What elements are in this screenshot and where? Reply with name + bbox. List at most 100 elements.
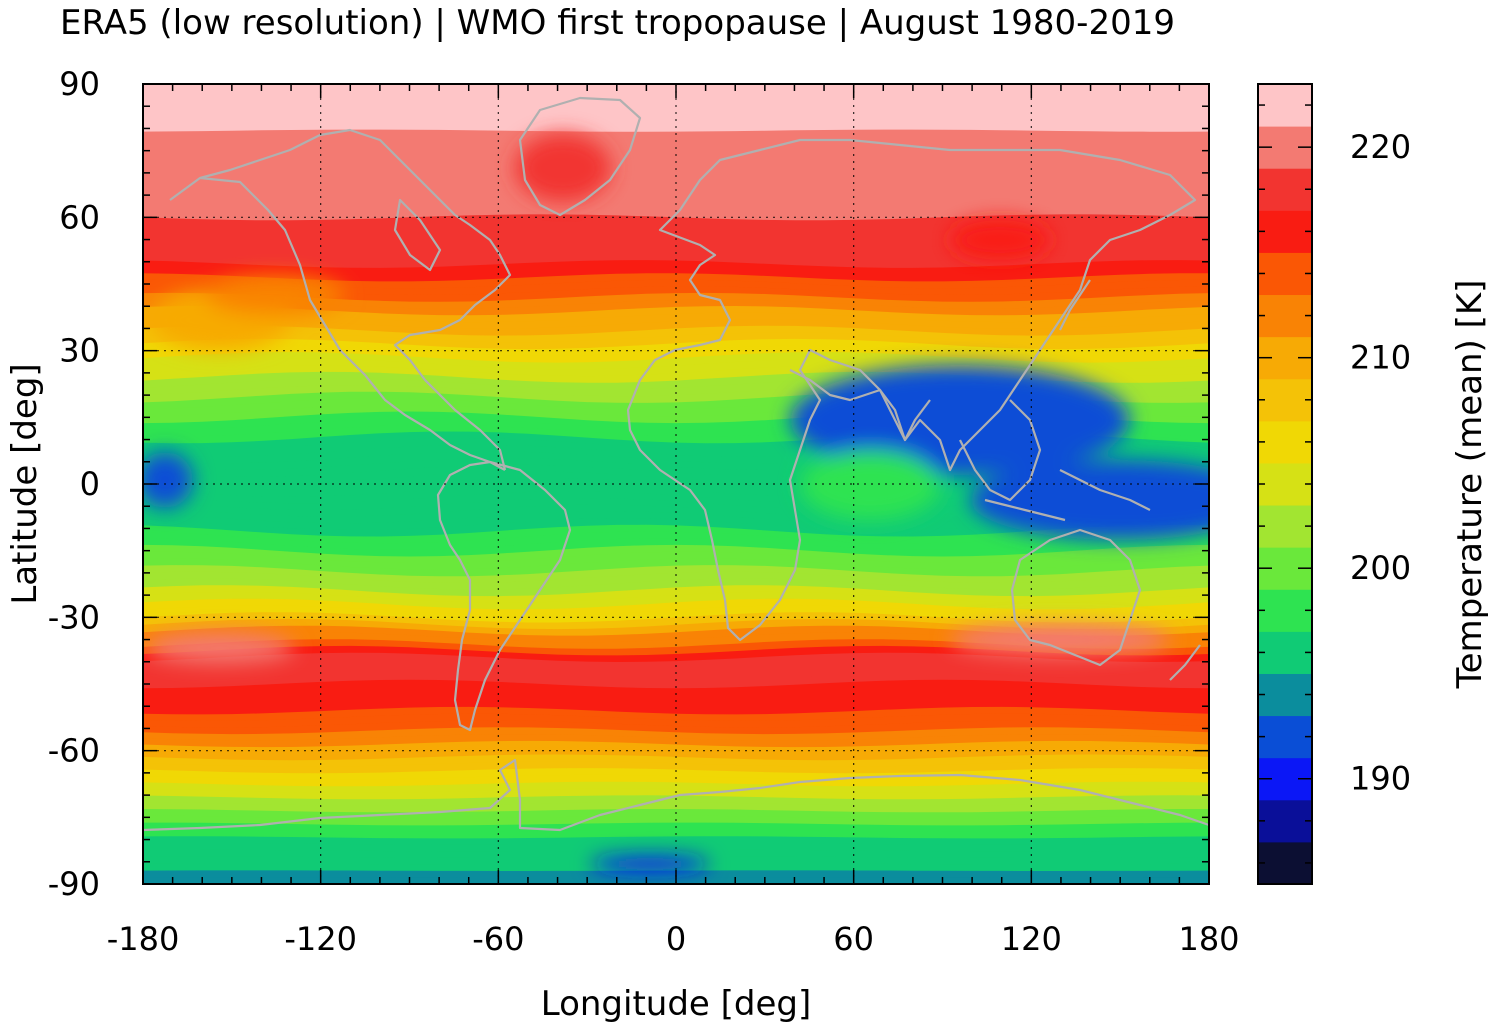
south-america-coastline — [436, 460, 572, 732]
colorbar-swatch — [1258, 462, 1312, 506]
map-frame — [142, 83, 1210, 885]
temperature-band — [143, 518, 1209, 538]
temperature-band — [143, 531, 1209, 552]
temperature-band — [143, 809, 1209, 821]
x-tick-label: 60 — [833, 920, 874, 958]
temperature-band — [143, 175, 1209, 188]
x-tick-label: 120 — [1001, 920, 1062, 958]
x-axis-label: Longitude [deg] — [541, 984, 812, 1024]
map-panel — [143, 84, 1209, 884]
y-tick-label: -30 — [48, 598, 100, 636]
temperature-band — [143, 279, 1209, 297]
temperature-band — [143, 659, 1209, 677]
temperature-band — [143, 815, 1209, 827]
temperature-band — [143, 727, 1209, 743]
temperature-band — [143, 538, 1209, 558]
y-tick-label: 90 — [59, 65, 100, 103]
colorbar-swatch — [1258, 589, 1312, 632]
colorbar-tick-label: 190 — [1350, 760, 1411, 798]
temperature-band — [143, 338, 1209, 358]
temperature-band — [143, 478, 1209, 499]
x-tick-label: -120 — [284, 920, 357, 958]
temperature-band — [143, 625, 1209, 644]
colorbar-swatch — [1258, 84, 1312, 127]
colorbar-tick-label: 220 — [1350, 128, 1411, 166]
colorbar-swatch — [1258, 252, 1312, 296]
temperature-band — [143, 788, 1209, 801]
map-gridlines — [143, 84, 1209, 884]
colorbar-swatch — [1258, 505, 1312, 548]
colorbar — [1258, 84, 1312, 885]
temperature-band — [143, 565, 1209, 585]
antarctic-cold-core — [590, 856, 710, 872]
colorbar-swatch — [1258, 799, 1312, 843]
temperature-band — [143, 511, 1209, 532]
temperature-band — [143, 679, 1209, 697]
y-tick-label: 0 — [80, 465, 100, 503]
temperature-band — [143, 544, 1209, 565]
colorbar-label: Temperature (mean) [K] — [1450, 280, 1490, 690]
new-zealand-coastline — [1169, 644, 1201, 681]
arabia-india-coastline — [789, 369, 931, 442]
temperature-band — [143, 585, 1209, 605]
north-america-coastline — [169, 128, 512, 471]
temperature-band — [143, 639, 1209, 657]
temperature-band — [143, 618, 1209, 638]
x-tick-label: -60 — [472, 920, 524, 958]
temperature-band — [143, 188, 1209, 202]
colorbar-swatch — [1258, 420, 1312, 464]
temperature-band — [143, 768, 1209, 782]
colorbar-swatch — [1258, 294, 1312, 338]
y-tick-label: -60 — [48, 732, 100, 770]
colorbar-swatch — [1258, 841, 1312, 885]
colorbar-ticks: 220 210 200 190 — [1258, 104, 1411, 864]
temperature-band — [143, 802, 1209, 814]
temperature-band — [143, 822, 1209, 834]
temperature-band — [143, 345, 1209, 364]
maritime-continent-cold-region — [970, 460, 1209, 540]
colorbar-tick-label: 210 — [1350, 339, 1411, 377]
temperature-band — [143, 632, 1209, 651]
greenland-warm-region — [515, 134, 611, 202]
y-axis-label: Latitude [deg] — [5, 363, 45, 604]
hudson-bay-coastline — [393, 198, 442, 272]
y-tick-label: -90 — [48, 865, 100, 903]
coastlines — [143, 96, 1209, 832]
colorbar-swatch — [1258, 715, 1312, 759]
central-pacific-cold-region — [143, 452, 193, 508]
y-tick-label: 30 — [59, 332, 100, 370]
temperature-band — [143, 795, 1209, 808]
temperature-band — [143, 286, 1209, 304]
temperature-band — [143, 558, 1209, 578]
y-tick-label: 60 — [59, 198, 100, 236]
colorbar-swatch — [1258, 168, 1312, 211]
antarctica-coastline — [143, 758, 1209, 832]
temperature-band — [143, 774, 1209, 788]
temperature-band — [143, 273, 1209, 290]
temperature-band — [143, 181, 1209, 195]
temperature-band — [143, 358, 1209, 378]
x-tick-label: 0 — [666, 920, 686, 958]
southern-hemisphere-jet-pink-2 — [950, 624, 1170, 656]
australia-coastline — [1010, 528, 1142, 667]
asian-monsoon-core — [810, 375, 990, 425]
indian-ocean-warm-anomaly — [800, 450, 940, 520]
temperature-band — [143, 352, 1209, 371]
europe-africa-coastline — [626, 138, 1197, 642]
colorbar-swatch — [1258, 673, 1312, 717]
temperature-band — [143, 194, 1209, 209]
temperature-band — [143, 673, 1209, 690]
temperature-band — [143, 319, 1209, 337]
siberia-warm-region — [950, 220, 1050, 260]
temperature-anomalies — [143, 134, 1209, 872]
temperature-band — [143, 734, 1209, 749]
temperature-band — [143, 781, 1209, 795]
southeast-asia-coastline — [959, 399, 1042, 502]
temperature-band — [143, 227, 1209, 243]
temperature-band — [143, 666, 1209, 684]
temperature-band — [143, 551, 1209, 572]
temperature-band — [143, 645, 1209, 664]
colorbar-swatch — [1258, 378, 1312, 422]
temperature-band — [143, 233, 1209, 249]
